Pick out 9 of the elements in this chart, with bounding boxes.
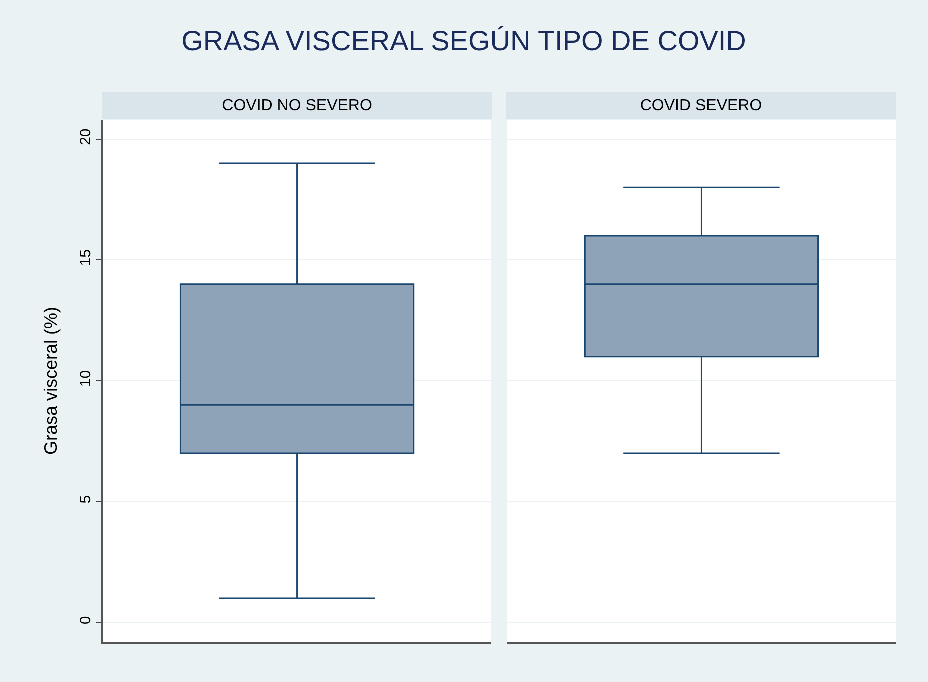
y-axis-title: Grasa visceral (%): [40, 306, 61, 456]
y-tick-label: 5: [77, 495, 94, 504]
y-tick-label: 20: [77, 128, 94, 146]
x-tick-label: COVID NO SEVERO: [222, 98, 372, 114]
y-tick-label: 0: [77, 616, 94, 625]
x-tick-label: COVID SEVERO: [640, 98, 762, 114]
chart-title: GRASA VISCERAL SEGÚN TIPO DE COVID: [182, 25, 746, 56]
y-tick-label: 10: [77, 370, 94, 388]
y-tick-label: 15: [77, 250, 94, 266]
